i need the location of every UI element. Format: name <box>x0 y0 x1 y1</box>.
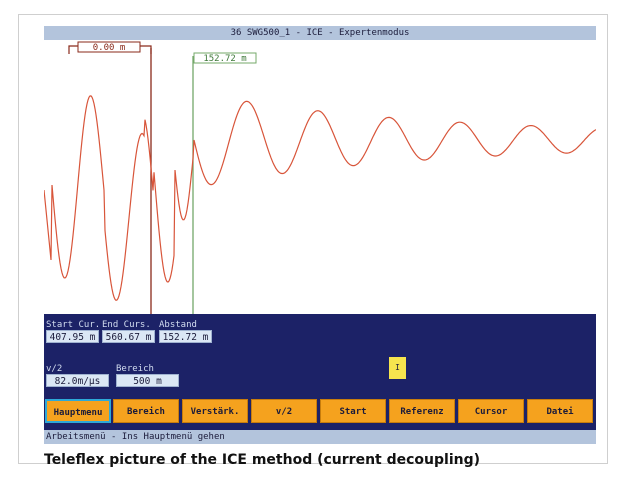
start-cursor-label-box <box>77 41 141 53</box>
start-cursor-label: 0.00 m <box>93 43 126 53</box>
v2-caption: v/2 <box>46 364 63 374</box>
waveform-plot[interactable]: 0.00 m 152.72 m <box>44 40 596 314</box>
referenz-button[interactable]: Referenz <box>389 399 455 423</box>
hauptmenu-button[interactable]: Hauptmenu <box>45 399 111 423</box>
start-cursor-caption: Start Cur. <box>46 320 101 330</box>
function-key-bar: Hauptmenu Bereich Verstärk. v/2 Start Re… <box>44 396 596 426</box>
end-cursor-label: 152.72 m <box>203 54 246 64</box>
range-caption: Bereich <box>116 364 154 374</box>
start-button[interactable]: Start <box>320 399 386 423</box>
v2-button[interactable]: v/2 <box>251 399 317 423</box>
status-bar: Arbeitsmenü - Ins Hauptmenü gehen <box>44 430 596 444</box>
distance-caption: Abstand <box>159 320 197 330</box>
teleflex-screen: 36 SWG500_1 - ICE - Expertenmodus 0.00 m… <box>44 26 596 444</box>
v2-value: 82.0m/µs <box>46 374 109 387</box>
end-cursor-label-box <box>193 52 257 64</box>
verstaerk-button[interactable]: Verstärk. <box>182 399 248 423</box>
figure-caption: Teleflex picture of the ICE method (curr… <box>44 452 481 468</box>
waveform-trace <box>44 95 596 301</box>
waveform-svg: 0.00 m 152.72 m <box>44 41 596 314</box>
bereich-button[interactable]: Bereich <box>113 399 179 423</box>
cursor-button[interactable]: Cursor <box>458 399 524 423</box>
event-marker[interactable]: I <box>389 357 406 379</box>
end-cursor-caption: End Curs. <box>102 320 151 330</box>
distance-value: 152.72 m <box>159 330 212 343</box>
datei-button[interactable]: Datei <box>527 399 593 423</box>
end-cursor-value: 560.67 m <box>102 330 155 343</box>
range-value: 500 m <box>116 374 179 387</box>
start-cursor-value: 407.95 m <box>46 330 99 343</box>
window-title: 36 SWG500_1 - ICE - Expertenmodus <box>44 26 596 40</box>
